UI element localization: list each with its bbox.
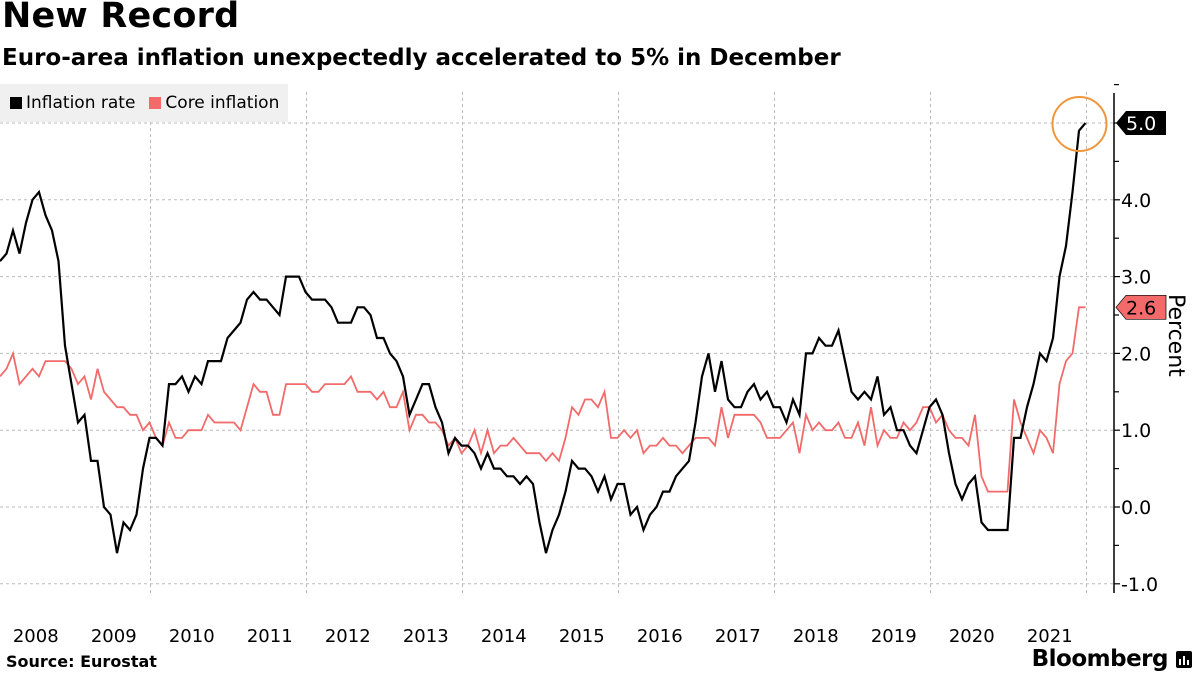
last-value-label-inflation: 5.0 — [1116, 111, 1166, 135]
bloomberg-chart-icon — [1176, 651, 1192, 668]
chart-subtitle: Euro-area inflation unexpectedly acceler… — [2, 45, 841, 71]
legend-swatch-inflation — [10, 97, 22, 109]
y-axis: 4.0 3.0 2.0 1.0 0.0 -1.0 — [1113, 83, 1158, 596]
annotations: 5.0 2.6 — [1051, 96, 1167, 320]
series-line-core — [0, 306, 1086, 493]
x-tick-label: 2021 — [1027, 626, 1073, 647]
chart-title: New Record — [2, 0, 240, 36]
legend-item-inflation[interactable]: Inflation rate — [10, 93, 135, 113]
y-tick-label: 2.0 — [1121, 343, 1151, 365]
x-tick-label: 2014 — [481, 626, 527, 647]
legend-label-inflation: Inflation rate — [26, 93, 136, 113]
x-axis-labels: 2008 2009 2010 2011 2012 2013 2014 2015 2016 2017… — [13, 626, 1073, 647]
value-tag-text: 5.0 — [1126, 113, 1156, 135]
x-tick-label: 2011 — [247, 626, 293, 647]
value-tag — [1115, 294, 1167, 320]
x-tick-label: 2020 — [949, 626, 995, 647]
legend-label-core: Core inflation — [165, 93, 280, 113]
legend: Inflation rate Core inflation — [0, 84, 288, 122]
y-tick-label: -1.0 — [1121, 574, 1158, 596]
value-tag — [1116, 111, 1166, 135]
x-tick-label: 2009 — [91, 626, 137, 647]
y-tick-label: 1.0 — [1121, 420, 1151, 442]
x-tick-label: 2015 — [559, 626, 605, 647]
bloomberg-logo: Bloomberg — [1031, 646, 1169, 672]
last-value-label-core: 2.6 — [1115, 294, 1167, 320]
series-line-inflation — [0, 122, 1087, 554]
x-tick-label: 2008 — [13, 626, 59, 647]
x-tick-label: 2016 — [637, 626, 683, 647]
y-tick-label: 0.0 — [1121, 497, 1151, 519]
highlight-circle — [1051, 96, 1108, 152]
legend-item-core[interactable]: Core inflation — [149, 93, 279, 113]
series-lines — [0, 122, 1087, 554]
x-tick-label: 2017 — [715, 626, 761, 647]
source-note: Source: Eurostat — [6, 652, 157, 671]
y-tick-label: 4.0 — [1121, 190, 1151, 212]
x-tick-label: 2012 — [325, 626, 371, 647]
x-tick-label: 2019 — [871, 626, 917, 647]
x-tick-label: 2013 — [403, 626, 449, 647]
legend-swatch-core — [149, 97, 162, 109]
x-tick-label: 2010 — [169, 626, 215, 647]
y-axis-label: Percent — [1163, 294, 1188, 377]
x-tick-label: 2018 — [793, 626, 839, 647]
y-tick-label: 3.0 — [1121, 267, 1151, 289]
value-tag-text: 2.6 — [1126, 297, 1156, 319]
